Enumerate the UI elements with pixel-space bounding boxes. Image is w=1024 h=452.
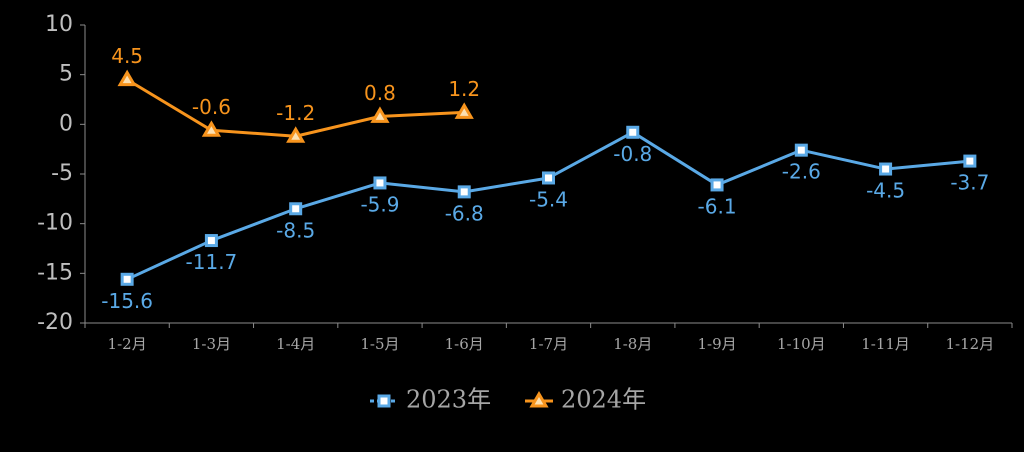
y-tick-label: 0 <box>59 111 73 136</box>
x-tick-label: 1-8月 <box>613 335 652 353</box>
marker <box>373 176 387 190</box>
data-label: -15.6 <box>101 289 153 313</box>
marker <box>710 178 724 192</box>
legend-marker <box>377 394 391 408</box>
y-tick-label: -10 <box>37 211 73 236</box>
data-label: -11.7 <box>186 250 238 274</box>
x-tick-label: 1-5月 <box>360 335 399 353</box>
marker <box>204 234 218 248</box>
x-tick-label: 1-12月 <box>946 335 995 353</box>
y-tick-label: 10 <box>45 12 73 37</box>
marker <box>120 272 134 286</box>
y-tick-label: -20 <box>37 310 73 335</box>
data-label: 1.2 <box>448 77 480 101</box>
marker <box>794 143 808 157</box>
marker <box>201 120 222 137</box>
marker <box>286 126 306 143</box>
x-tick-label: 1-6月 <box>445 335 484 353</box>
x-tick-label: 1-2月 <box>108 335 147 353</box>
legend-label: 2023年 <box>406 386 491 414</box>
data-label: -0.8 <box>613 142 652 166</box>
x-tick-label: 1-9月 <box>697 335 736 353</box>
data-label: -3.7 <box>950 171 989 195</box>
marker <box>879 162 893 176</box>
data-label: -5.4 <box>529 187 568 211</box>
x-tick-label: 1-3月 <box>192 335 231 353</box>
data-label: 4.5 <box>111 44 143 68</box>
y-tick-label: 5 <box>59 62 73 87</box>
marker <box>626 125 640 139</box>
marker <box>370 106 390 123</box>
x-tick-label: 1-4月 <box>276 335 315 353</box>
data-label: -2.6 <box>782 160 821 184</box>
data-label: -4.5 <box>866 179 905 203</box>
data-label: -1.2 <box>276 101 315 125</box>
legend-marker <box>529 391 549 408</box>
y-tick-label: -5 <box>51 161 73 186</box>
marker <box>289 202 303 216</box>
data-label: -6.8 <box>445 201 484 225</box>
data-label: 0.8 <box>364 81 396 105</box>
y-tick-label: -15 <box>37 260 73 285</box>
x-tick-label: 1-10月 <box>777 335 826 353</box>
marker <box>542 171 555 185</box>
data-label: -0.6 <box>192 95 231 119</box>
x-tick-label: 1-11月 <box>861 335 910 353</box>
marker <box>457 185 471 199</box>
data-label: -6.1 <box>698 194 737 218</box>
marker <box>117 69 137 87</box>
data-label: -5.9 <box>360 192 399 216</box>
marker <box>963 154 977 168</box>
data-label: -8.5 <box>276 218 315 242</box>
legend-label: 2024年 <box>561 386 646 414</box>
marker <box>454 102 474 119</box>
x-tick-label: 1-7月 <box>529 335 568 353</box>
